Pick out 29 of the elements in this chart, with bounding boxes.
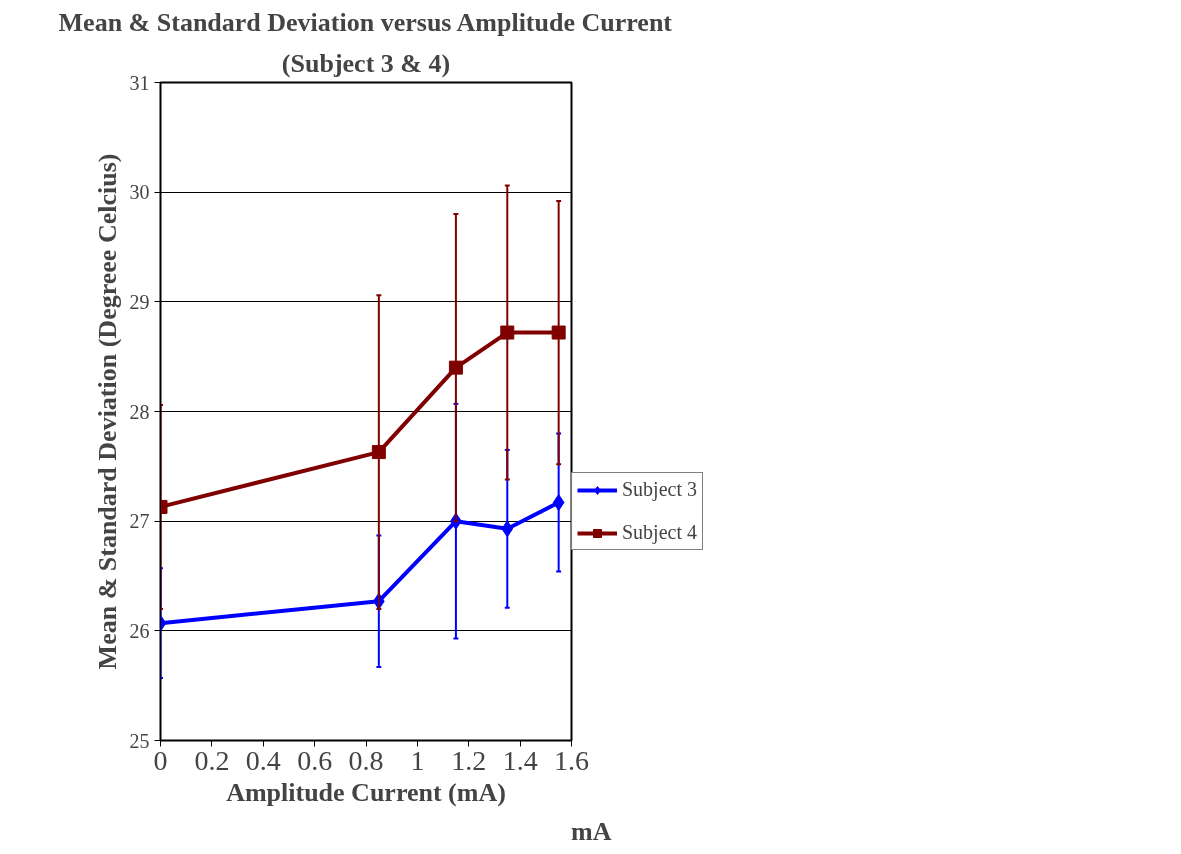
- y-tick-label: 27: [129, 510, 150, 533]
- x-tick-label: 1: [410, 744, 425, 776]
- point: [371, 445, 386, 460]
- y-tick-label: 30: [129, 181, 150, 204]
- chart-title: Mean & Standard Deviation versus Amplitude Current: [58, 7, 673, 37]
- point: [448, 360, 463, 375]
- x-tick-label: 0.4: [245, 744, 281, 776]
- x-tick-label: 0.8: [348, 744, 384, 776]
- x-tick-label: 0.6: [297, 744, 333, 776]
- y-axis-title: Mean & Standard Deviation (Degreee Celcius): [92, 153, 122, 670]
- y-tick-label: 29: [129, 290, 150, 313]
- point: [500, 325, 515, 340]
- x-tick-label: 1.2: [451, 744, 487, 776]
- x-tick-label: 1.4: [502, 744, 538, 776]
- point: [551, 325, 566, 340]
- x-tick-label: 0: [153, 744, 168, 776]
- y-tick-label: 26: [129, 619, 150, 642]
- x-tick-label: 1.6: [554, 744, 589, 776]
- y-tick-label: 28: [129, 400, 150, 423]
- point: [552, 494, 565, 512]
- chart-subtitle: (Subject 3 & 4): [281, 48, 451, 78]
- y-tick-label: 25: [129, 729, 150, 752]
- x-axis-title: Amplitude Current (mA): [226, 777, 506, 807]
- text: mA: [571, 816, 612, 846]
- y-tick-label: 31: [129, 71, 150, 94]
- point: [501, 520, 514, 538]
- x-tick-label: 0.2: [194, 744, 230, 776]
- legend-label: Subject 4: [622, 521, 697, 544]
- legend-label: Subject 3: [622, 478, 697, 501]
